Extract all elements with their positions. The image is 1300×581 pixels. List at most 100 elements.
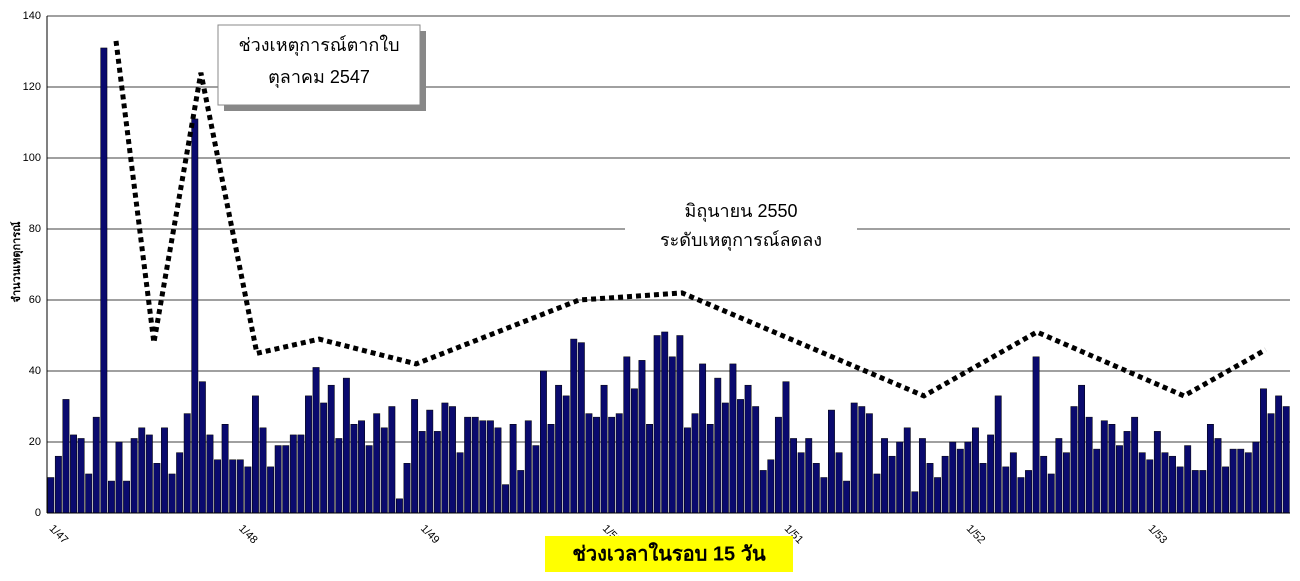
bar [1078, 384, 1086, 514]
annotation: ช่วงเหตุการณ์ตากใบ [238, 34, 399, 56]
bar [918, 438, 926, 514]
y-tick-label: 140 [23, 10, 41, 22]
bar [130, 438, 138, 514]
x-tick-label: 1/53 [1146, 523, 1170, 547]
trend-outline [113, 40, 1267, 399]
bar [456, 452, 464, 514]
bar [661, 331, 669, 514]
bar [676, 335, 684, 514]
bar [987, 434, 995, 514]
bar [1093, 448, 1101, 514]
bar [1062, 452, 1070, 514]
bar [244, 466, 252, 514]
bar [1199, 470, 1207, 514]
bar [532, 445, 540, 514]
bar [600, 384, 608, 514]
bar [342, 377, 350, 514]
bar [107, 480, 115, 514]
bar [911, 491, 919, 514]
bar [92, 416, 100, 514]
bar [1146, 459, 1154, 514]
bar [327, 384, 335, 514]
x-tick-label: 1/48 [236, 523, 260, 547]
bar [320, 402, 328, 514]
bar [843, 480, 851, 514]
bar [138, 427, 146, 514]
bar [1244, 452, 1252, 514]
bar [206, 434, 214, 514]
bar [979, 463, 987, 514]
bar [850, 402, 858, 514]
bar [403, 463, 411, 514]
bar [1153, 431, 1161, 514]
bar [767, 459, 775, 514]
bar [1047, 473, 1055, 514]
annotation-box [217, 24, 421, 106]
bar [161, 427, 168, 514]
bar [1017, 477, 1025, 514]
bar [759, 470, 767, 514]
bar [282, 445, 290, 514]
bar [949, 441, 957, 514]
bar [85, 473, 93, 514]
bar [297, 434, 305, 514]
bar [100, 47, 108, 514]
bar [1169, 455, 1176, 514]
x-axis-title-bg [545, 536, 793, 572]
bar [873, 473, 881, 514]
bar [699, 363, 707, 514]
bar [1184, 445, 1192, 514]
bar [994, 395, 1002, 514]
bar [865, 413, 873, 514]
bar [251, 395, 259, 514]
bar [289, 434, 297, 514]
bar [373, 413, 381, 514]
bar [418, 431, 426, 514]
y-tick-label: 120 [23, 81, 41, 93]
bar [615, 413, 623, 514]
y-tick-label: 80 [29, 223, 41, 235]
bar [274, 445, 282, 514]
bar [1214, 438, 1222, 514]
bar [668, 356, 676, 514]
bar [464, 416, 472, 514]
bar [411, 399, 419, 514]
bar [547, 424, 555, 514]
bar [214, 459, 221, 514]
bar [1116, 445, 1123, 514]
x-tick-label: 1/52 [964, 523, 988, 547]
bar [585, 413, 593, 514]
bar [1085, 416, 1093, 514]
bar [486, 420, 494, 514]
bar [335, 438, 343, 514]
bar [721, 402, 729, 514]
bar [623, 356, 631, 514]
bar [1222, 466, 1230, 514]
bar [183, 413, 191, 514]
bar [123, 480, 131, 514]
bar [1108, 424, 1116, 514]
annotation: มิถุนายน 2550 [684, 201, 797, 222]
bar [881, 438, 888, 514]
bar [782, 381, 790, 514]
bar [115, 441, 123, 514]
bar [653, 335, 661, 514]
bar [540, 370, 547, 514]
bar [471, 416, 479, 514]
annotation: ตุลาคม 2547 [268, 67, 370, 88]
x-tick-label: 1/49 [418, 523, 442, 547]
bar [752, 406, 760, 514]
bar [449, 406, 456, 514]
bar [1032, 356, 1040, 514]
bar [1275, 395, 1283, 514]
bar [956, 448, 964, 514]
bar [835, 452, 843, 514]
bar [517, 470, 525, 514]
bar [774, 416, 782, 514]
bar [896, 441, 904, 514]
bar [638, 360, 646, 514]
bar [562, 395, 570, 514]
bar [555, 384, 563, 514]
